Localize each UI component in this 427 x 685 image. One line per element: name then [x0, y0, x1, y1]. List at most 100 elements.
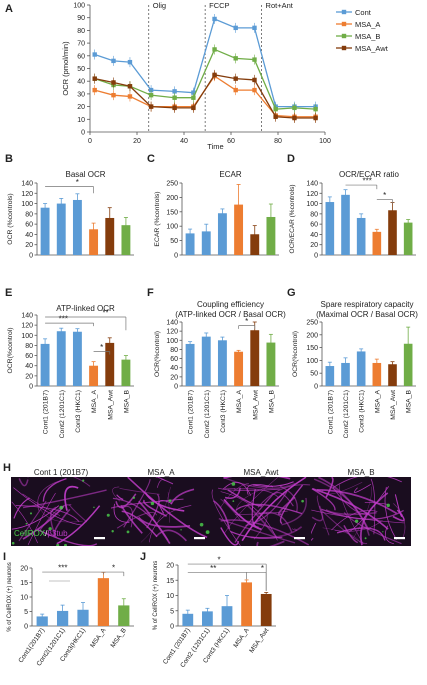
- panel-letter-d: D: [287, 153, 295, 165]
- neurite: [321, 481, 363, 495]
- bar: [234, 351, 244, 386]
- neurite: [56, 505, 101, 545]
- cellrox-spot: [150, 501, 155, 506]
- cellrox-spot: [106, 513, 110, 517]
- bar: [72, 199, 82, 255]
- y-tick-label: 60: [310, 222, 318, 229]
- bar: [250, 330, 260, 386]
- y-tick-label: 40: [25, 232, 33, 239]
- bar: [105, 342, 115, 386]
- legend-marker: [341, 45, 347, 51]
- category-label: MSA_A: [91, 390, 98, 414]
- y-tick-label: 15: [166, 578, 174, 585]
- data-point: [252, 87, 257, 93]
- stain-label-green: CellROX: [14, 529, 46, 538]
- category-label: MSA_A: [232, 627, 251, 650]
- neurite: [246, 484, 274, 495]
- neurite: [64, 485, 79, 511]
- bar: [341, 194, 350, 255]
- neurite: [279, 484, 304, 525]
- cellrox-spot: [232, 500, 235, 503]
- neurite: [155, 529, 187, 542]
- photo-title: Cont 1 (201B7): [34, 468, 89, 477]
- bar: [388, 210, 397, 255]
- neurite: [69, 503, 88, 523]
- cellrox-spot: [126, 530, 130, 534]
- neurite: [325, 477, 334, 498]
- neurite: [167, 491, 170, 523]
- category-label: MSA_Awt: [107, 390, 114, 420]
- neurite: [394, 494, 403, 517]
- bar: [217, 213, 227, 255]
- cellrox-spot: [29, 512, 33, 515]
- category-label: MSA_A: [236, 390, 243, 414]
- y-tick-label: 50: [170, 238, 178, 245]
- y-tick-label: 0: [29, 384, 33, 391]
- y-axis-label: OCR(%control): [154, 331, 161, 377]
- y-tick-label: 40: [25, 363, 33, 370]
- y-axis-label: OCR(%control): [7, 327, 14, 373]
- y-tick-label: 60: [77, 53, 85, 60]
- neurite: [235, 503, 303, 515]
- cellrox-spot: [168, 499, 172, 503]
- panel-b-basal-ocr-bar-chart: Basal OCR 0 20 40 60 80 100 120 140 OCR (%control…: [7, 170, 134, 260]
- bar: [202, 611, 213, 626]
- y-tick-label: 100: [166, 338, 178, 345]
- y-tick-label: 140: [21, 181, 33, 188]
- panel-f-coupling-efficiency-bar-chart: Coupling efficiency(ATP-linked OCR / Bas…: [154, 300, 286, 438]
- neurite: [317, 489, 398, 515]
- y-tick-label: 200: [306, 332, 318, 339]
- significance-label: ***: [362, 177, 371, 186]
- neurite: [343, 525, 359, 544]
- y-tick-label: 200: [166, 195, 178, 202]
- neurite: [137, 516, 191, 528]
- neurite: [146, 493, 160, 529]
- bar: [356, 217, 366, 255]
- y-tick-label: 20: [166, 563, 174, 570]
- data-point: [233, 56, 238, 61]
- neurite: [220, 527, 240, 546]
- data-point: [148, 87, 154, 93]
- cellrox-spot: [132, 496, 136, 499]
- y-tick-label: 40: [77, 79, 85, 86]
- neurite: [37, 480, 61, 511]
- data-point: [92, 52, 97, 57]
- cellrox-spot: [180, 529, 182, 531]
- y-axis-label: ECAR (%controls): [154, 191, 161, 246]
- series-line-cont: [94, 18, 316, 108]
- y-tick-label: 10: [166, 593, 174, 600]
- chart-title: OCR/ECAR ratio: [339, 170, 400, 179]
- category-label: Cont1 (201B7): [188, 390, 195, 434]
- y-tick-label: 20: [170, 374, 178, 381]
- neurite: [311, 488, 336, 511]
- y-tick-label: 60: [25, 222, 33, 229]
- y-tick-label: 0: [314, 384, 318, 391]
- data-point: [233, 87, 238, 93]
- neurite: [291, 528, 298, 531]
- x-tick-label: 20: [133, 138, 141, 145]
- data-point: [212, 16, 217, 22]
- neurite: [332, 477, 402, 488]
- panel-letter-c: C: [147, 153, 155, 165]
- neurite: [227, 489, 263, 507]
- y-tick-label: 100: [306, 358, 318, 365]
- neurite: [27, 477, 91, 487]
- y-tick-label: 120: [166, 329, 178, 336]
- photo-3: [211, 477, 311, 546]
- chart-title: Spare respiratory capacity: [321, 300, 414, 309]
- bar: [40, 207, 50, 255]
- neurite: [224, 487, 241, 499]
- injection-label: FCCP: [209, 1, 229, 10]
- neurite: [121, 510, 158, 538]
- neurite: [252, 481, 294, 487]
- bar: [388, 364, 397, 386]
- cellrox-spot: [11, 541, 15, 545]
- y-tick-label: 250: [166, 181, 178, 188]
- data-point: [212, 47, 217, 52]
- cellrox-spot: [48, 527, 52, 531]
- bar: [121, 225, 131, 255]
- panel-d-ocr-ecar-ratio-bar-chart: OCR/ECAR ratio 0 20 40 60 80 100 120 140 OCR/ECAR…: [289, 170, 416, 260]
- neurite: [334, 520, 383, 532]
- bar: [372, 362, 382, 386]
